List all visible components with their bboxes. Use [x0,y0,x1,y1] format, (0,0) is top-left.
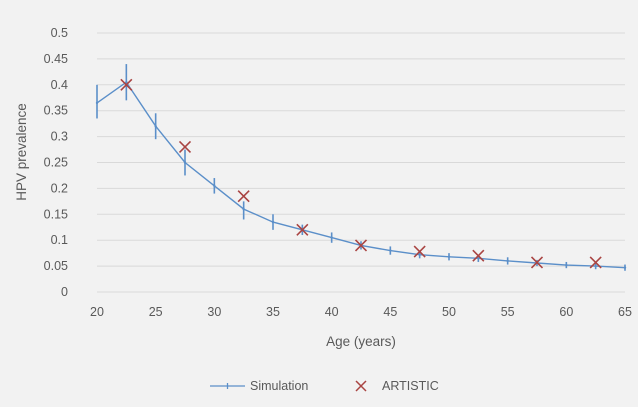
y-tick-label-3: 0.15 [44,207,68,221]
y-axis-title: HPV prevalence [14,103,29,201]
artistic-marker-4 [354,239,368,252]
x-tick-label-5: 45 [383,305,397,319]
x-tick-label-9: 65 [618,305,632,319]
y-tick-label-7: 0.35 [44,104,68,118]
simulation-point-1 [125,81,128,84]
y-axis-ticks: 0 0.05 0.1 0.15 0.2 0.25 0.3 0.35 0.4 0.45 0.5 [44,26,68,299]
y-tick-label-9: 0.45 [44,52,68,66]
simulation-point-2 [154,125,157,128]
simulation-point-10 [389,249,392,252]
artistic-marker-2 [237,190,250,203]
x-tick-label-4: 40 [325,305,339,319]
artistic-marker-5 [413,245,426,258]
artistic-marker-3 [296,223,309,236]
y-tick-label-10: 0.5 [51,26,68,40]
x-tick-label-0: 20 [90,305,104,319]
y-tick-label-0: 0 [61,285,68,299]
simulation-point-12 [447,255,451,258]
simulation-point-0 [95,101,99,105]
simulation-point-14 [506,259,509,263]
legend-artistic-label: ARTISTIC [382,379,439,393]
plot-area [95,64,627,271]
x-tick-label-7: 55 [501,305,515,319]
legend: Simulation ARTISTIC [210,379,439,393]
artistic-marker-7 [530,256,544,269]
artistic-marker-8 [589,256,602,269]
simulation-point-4 [213,184,216,188]
simulation-point-18 [623,266,627,269]
y-tick-label-2: 0.1 [51,233,68,247]
gridlines [97,32,625,293]
simulation-point-13 [477,257,480,260]
artistic-marker-1 [178,140,192,154]
x-tick-label-3: 35 [266,305,280,319]
x-tick-label-1: 25 [149,305,163,319]
artistic-marker-6 [472,249,485,262]
simulation-point-11 [418,253,421,256]
simulation-point-3 [183,161,187,164]
simulation-point-17 [594,264,597,268]
y-tick-label-5: 0.25 [44,156,68,170]
x-tick-label-2: 30 [207,305,221,319]
y-tick-label-1: 0.05 [44,259,68,273]
legend-artistic-marker [355,380,367,392]
y-tick-label-6: 0.3 [51,130,68,144]
simulation-point-5 [242,207,245,211]
y-tick-label-4: 0.2 [51,181,68,195]
simulation-point-16 [565,263,568,267]
x-axis-ticks: 20 25 30 35 40 45 50 55 60 65 [90,305,632,319]
x-tick-label-6: 50 [442,305,456,319]
artistic-marker-0 [120,78,133,91]
simulation-point-6 [271,220,275,224]
legend-simulation-label: Simulation [250,379,308,393]
y-tick-label-8: 0.4 [51,78,68,92]
x-axis-title: Age (years) [326,334,396,349]
simulation-point-8 [330,236,333,239]
x-tick-label-8: 60 [559,305,573,319]
